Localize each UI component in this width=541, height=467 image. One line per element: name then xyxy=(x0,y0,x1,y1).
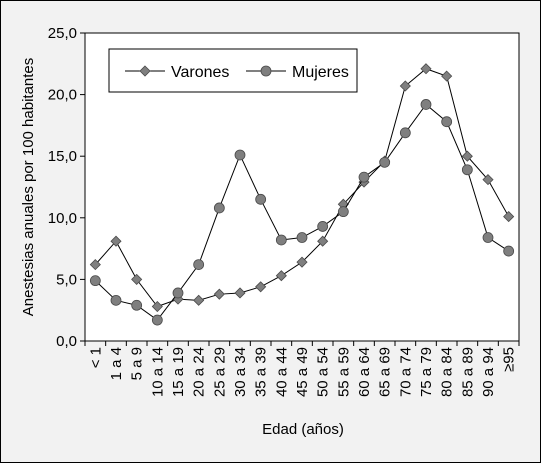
data-point-mujeres xyxy=(358,171,370,183)
data-point-varones xyxy=(89,259,101,271)
data-point-mujeres xyxy=(482,232,494,243)
data-point-mujeres xyxy=(441,116,453,128)
y-axis-title: Anestesias anuales por 100 habitantes xyxy=(20,58,37,317)
legend-label-mujeres: Mujeres xyxy=(292,64,349,81)
data-point-mujeres xyxy=(110,294,122,306)
data-point-varones xyxy=(441,70,453,82)
data-point-mujeres xyxy=(399,127,411,139)
data-point-varones xyxy=(275,270,287,282)
y-tick-labels: 0,0 5,0 10,0 15,0 20,0 25,0 xyxy=(48,25,77,350)
y-tick-label: 25,0 xyxy=(48,25,77,42)
data-point-mujeres xyxy=(234,149,246,161)
data-point-mujeres xyxy=(420,99,432,110)
legend-label-varones: Varones xyxy=(171,64,229,81)
data-point-mujeres xyxy=(379,156,391,168)
y-tick-label: 15,0 xyxy=(48,148,77,165)
axis-ticks xyxy=(80,32,520,346)
x-tick-label: 35 a 39 xyxy=(253,347,270,397)
x-tick-label: 5 a 9 xyxy=(129,347,146,380)
x-tick-label: 10 a 14 xyxy=(149,347,166,397)
data-point-varones xyxy=(131,273,143,285)
x-tick-label: 60 a 64 xyxy=(356,347,373,397)
legend-marker-varones xyxy=(139,65,151,77)
data-point-mujeres xyxy=(337,206,349,218)
data-point-varones xyxy=(296,256,308,268)
x-tick-label: 1 a 4 xyxy=(108,347,125,380)
data-point-varones xyxy=(213,288,225,300)
series-layer xyxy=(89,63,515,326)
x-tick-label: ≥95 xyxy=(501,347,518,372)
x-tick-label: 85 a 89 xyxy=(459,347,476,397)
data-point-varones xyxy=(482,174,494,186)
x-tick-label: 45 a 49 xyxy=(294,347,311,397)
data-point-mujeres xyxy=(172,287,184,299)
y-tick-label: 10,0 xyxy=(48,210,77,227)
x-tick-label: 70 a 74 xyxy=(397,347,414,397)
data-point-varones xyxy=(420,63,432,75)
x-tick-label: 15 a 19 xyxy=(170,347,187,397)
y-tick-label: 20,0 xyxy=(48,87,77,104)
data-point-mujeres xyxy=(89,275,101,287)
data-point-mujeres xyxy=(193,259,205,271)
data-point-varones xyxy=(193,294,205,306)
x-tick-label: 30 a 34 xyxy=(232,347,249,397)
x-tick-label: < 1 xyxy=(87,347,104,368)
x-tick-label: 40 a 44 xyxy=(273,347,290,397)
data-point-varones xyxy=(151,300,163,313)
data-point-mujeres xyxy=(151,314,163,326)
x-tick-label: 90 a 94 xyxy=(480,347,497,397)
x-tick-label: 55 a 59 xyxy=(335,347,352,397)
data-point-mujeres xyxy=(213,202,225,214)
x-tick-label: 80 a 84 xyxy=(439,347,456,397)
x-axis-title: Edad (años) xyxy=(262,421,344,438)
data-point-mujeres xyxy=(503,245,515,257)
data-point-varones xyxy=(503,211,515,223)
data-point-mujeres xyxy=(296,232,308,243)
data-point-varones xyxy=(461,150,473,162)
data-point-mujeres xyxy=(317,221,329,232)
x-tick-label: 65 a 69 xyxy=(377,347,394,397)
data-point-mujeres xyxy=(461,164,473,176)
x-tick-label: 50 a 54 xyxy=(315,347,332,397)
x-tick-label: 20 a 24 xyxy=(191,347,208,397)
y-tick-label: 0,0 xyxy=(56,333,77,350)
data-point-varones xyxy=(110,235,122,247)
data-point-varones xyxy=(255,281,267,293)
data-point-mujeres xyxy=(131,299,143,311)
x-tick-label: 75 a 79 xyxy=(418,347,435,397)
data-point-varones xyxy=(399,80,411,92)
y-tick-label: 5,0 xyxy=(56,271,77,288)
legend-marker-mujeres xyxy=(260,65,272,77)
legend: Varones Mujeres xyxy=(108,48,358,93)
data-point-varones xyxy=(317,235,329,247)
data-point-mujeres xyxy=(255,193,267,205)
x-tick-label: 25 a 29 xyxy=(211,347,228,397)
data-point-varones xyxy=(234,287,246,299)
data-point-mujeres xyxy=(275,234,287,246)
